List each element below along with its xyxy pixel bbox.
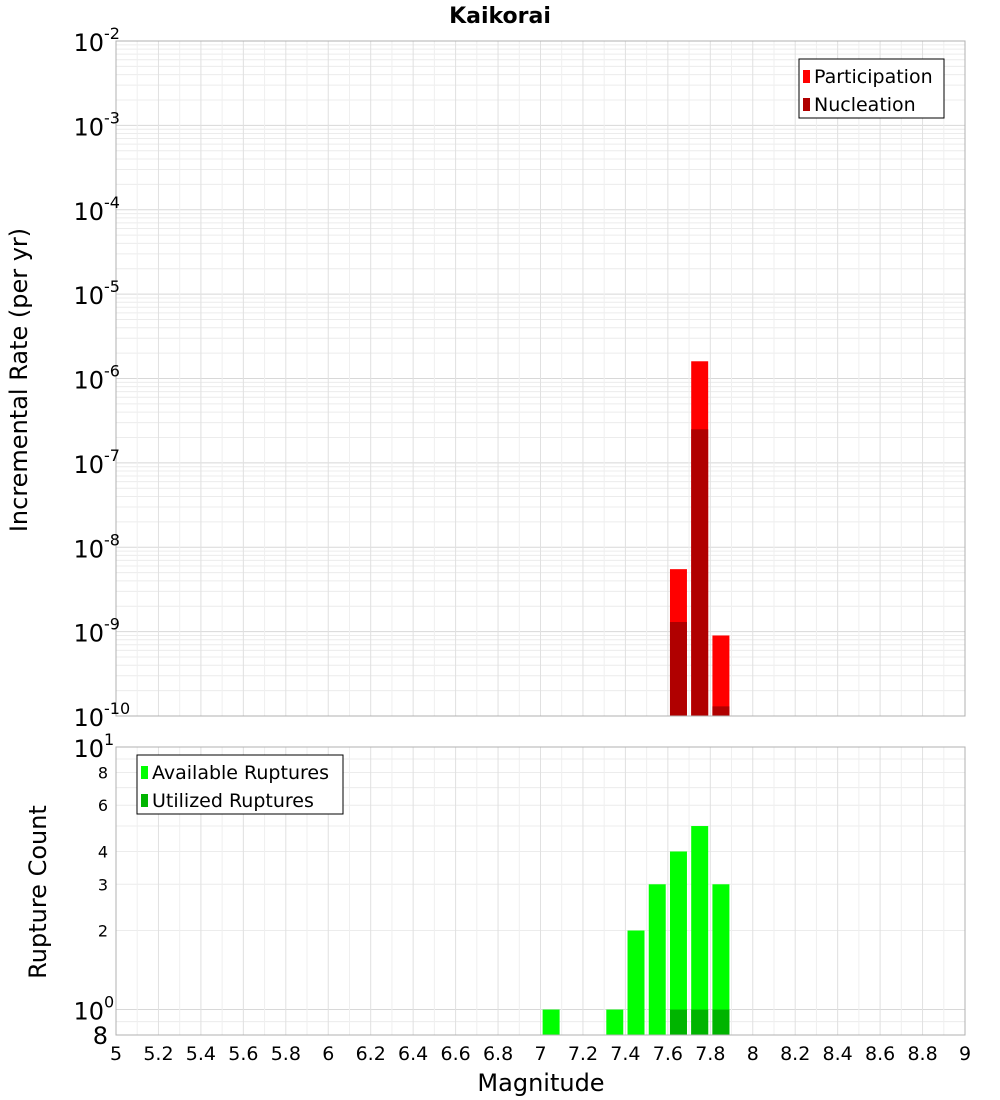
x-tick-label: 5.6	[228, 1043, 258, 1065]
bottom-bar-0-1	[606, 1009, 624, 1035]
y-minor-tick-label: 4	[98, 842, 108, 861]
y-tick-exponent: -4	[104, 193, 120, 212]
top-bar-0-2	[712, 635, 730, 716]
bottom-bar-1-2	[712, 1009, 730, 1035]
bottom-bar-0-5	[691, 826, 709, 1035]
y-tick-exponent: -5	[104, 277, 120, 296]
y-tick-label: 10	[73, 735, 104, 763]
top-legend-label: Participation	[814, 66, 933, 88]
y-tick-exponent: -9	[104, 615, 120, 634]
bottom-legend-box	[136, 754, 344, 815]
x-tick-label: 6.8	[483, 1043, 513, 1065]
y-tick-label: 10	[73, 282, 104, 310]
plot-frame	[115, 746, 966, 1036]
x-tick-label: 8.4	[823, 1043, 853, 1065]
bottom-bar-0-6	[712, 884, 730, 1035]
y-minor-tick-label: 6	[98, 796, 108, 815]
x-tick-label: 8.6	[865, 1043, 895, 1065]
y-tick-label: 10	[73, 198, 104, 226]
y-tick-exponent: -6	[104, 362, 120, 381]
plot-frame	[115, 40, 966, 717]
x-tick-label: 6.4	[398, 1043, 428, 1065]
x-tick-label: 7.6	[653, 1043, 683, 1065]
bottom-legend-label: Utilized Ruptures	[152, 790, 314, 812]
x-tick-label: 6.6	[440, 1043, 470, 1065]
x-tick-label: 5.8	[271, 1043, 301, 1065]
bottom-legend-swatch	[141, 766, 148, 779]
x-tick-label: 7	[534, 1043, 546, 1065]
y-tick-label: 10	[73, 998, 104, 1026]
y-minor-tick-label: 2	[98, 922, 108, 941]
bottom-bar-0-2	[627, 930, 645, 1035]
x-tick-label: 5.2	[143, 1043, 173, 1065]
y-tick-label: 10	[73, 29, 104, 57]
x-tick-label: 8.8	[907, 1043, 937, 1065]
x-tick-label: 9	[959, 1043, 971, 1065]
x-tick-label: 8	[747, 1043, 759, 1065]
x-axis-label: Magnitude	[477, 1069, 604, 1097]
y-tick-label: 10	[73, 113, 104, 141]
bottom-bar-0-0	[542, 1009, 560, 1035]
x-tick-label: 5.4	[186, 1043, 216, 1065]
y-tick-exponent: 0	[104, 993, 114, 1012]
x-tick-label: 5	[110, 1043, 122, 1065]
y-tick-exponent: -3	[104, 108, 120, 127]
x-tick-label: 6	[322, 1043, 334, 1065]
x-tick-label: 8.2	[780, 1043, 810, 1065]
x-tick-label: 7.4	[610, 1043, 640, 1065]
top-bar-1-2	[712, 706, 730, 716]
x-tick-label: 7.8	[695, 1043, 725, 1065]
top-legend-swatch	[803, 98, 810, 111]
y-tick-exponent: -7	[104, 446, 120, 465]
y-tick-exponent: -2	[104, 24, 120, 43]
top-y-axis-label: Incremental Rate (per yr)	[5, 228, 33, 532]
y-tick-label: 10	[73, 704, 104, 732]
y-minor-tick-label: 8	[93, 1022, 108, 1050]
y-minor-tick-label: 8	[98, 763, 108, 782]
y-minor-tick-label: 3	[98, 875, 108, 894]
bottom-legend-label: Available Ruptures	[152, 762, 329, 784]
top-legend-box	[798, 58, 945, 119]
top-bar-1-0	[669, 622, 687, 716]
y-tick-label: 10	[73, 367, 104, 395]
y-tick-label: 10	[73, 451, 104, 479]
bottom-y-axis-label: Rupture Count	[24, 805, 52, 979]
y-tick-label: 10	[73, 535, 104, 563]
y-tick-exponent: -10	[104, 699, 130, 718]
top-bar-1-1	[691, 429, 709, 716]
x-tick-label: 6.2	[356, 1043, 386, 1065]
y-tick-label: 10	[73, 620, 104, 648]
y-tick-exponent: -8	[104, 530, 120, 549]
top-legend-label: Nucleation	[814, 94, 916, 116]
x-tick-label: 7.2	[568, 1043, 598, 1065]
bottom-bar-0-3	[648, 884, 666, 1035]
chart-title: Kaikorai	[449, 4, 551, 29]
bottom-bar-0-4	[669, 851, 687, 1035]
bottom-legend-swatch	[141, 794, 148, 807]
top-legend-swatch	[803, 70, 810, 83]
bottom-bar-1-1	[691, 1009, 709, 1035]
y-tick-exponent: 1	[104, 730, 114, 749]
bottom-bar-1-0	[669, 1009, 687, 1035]
